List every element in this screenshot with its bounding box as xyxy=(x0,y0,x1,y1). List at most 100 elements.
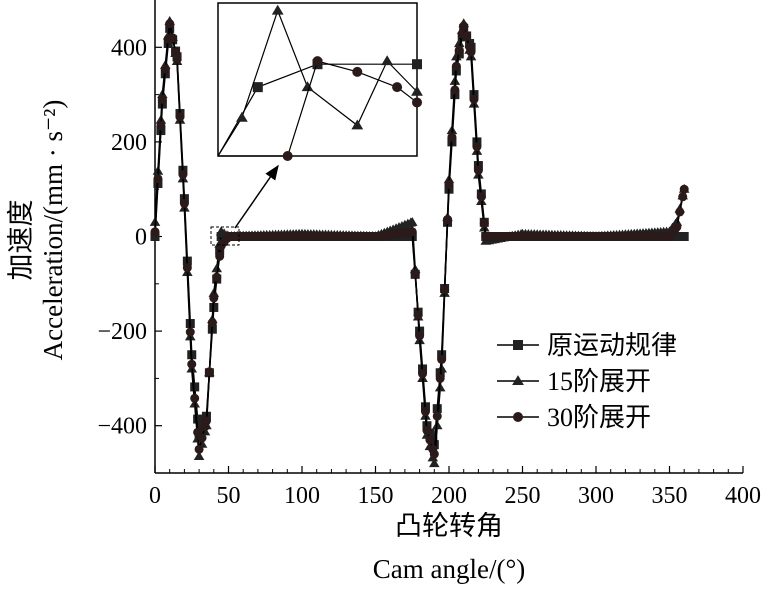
inset-data-point xyxy=(235,111,248,122)
data-point xyxy=(193,451,205,461)
data-point xyxy=(451,51,462,61)
x-tick-label: 400 xyxy=(725,483,761,509)
inset-data-point xyxy=(381,55,394,66)
inset-plot xyxy=(217,4,423,161)
x-tick-label: 250 xyxy=(505,483,541,509)
data-point xyxy=(473,165,483,175)
data-point xyxy=(157,94,167,104)
inset-data-point xyxy=(411,85,423,96)
data-point xyxy=(190,382,200,392)
y-tick-label: 200 xyxy=(111,130,147,156)
data-point xyxy=(160,64,170,74)
data-point xyxy=(156,121,166,131)
inset-data-point xyxy=(392,82,403,93)
x-tick-label: 300 xyxy=(578,483,614,509)
legend: 原运动规律 15阶展开 30阶展开 xyxy=(497,331,677,432)
data-point xyxy=(472,142,482,152)
data-point xyxy=(407,227,417,237)
data-point xyxy=(440,284,450,294)
inset-data-point xyxy=(271,4,284,15)
data-point xyxy=(153,174,163,184)
data-point xyxy=(422,425,432,435)
data-point xyxy=(672,222,682,232)
data-point xyxy=(215,251,225,261)
data-point xyxy=(410,268,420,278)
zoom-arrow xyxy=(234,164,279,229)
data-point xyxy=(469,94,479,104)
y-tick-label: −200 xyxy=(97,319,147,345)
inset-data-point xyxy=(252,82,263,93)
data-point xyxy=(172,54,182,64)
data-point xyxy=(476,192,486,202)
data-point xyxy=(429,458,440,468)
x-tick-label: 350 xyxy=(652,483,688,509)
data-point xyxy=(150,227,160,237)
data-point xyxy=(406,216,418,226)
data-point xyxy=(462,31,472,41)
data-point xyxy=(165,19,175,29)
legend-label: 30阶展开 xyxy=(547,403,651,432)
legend-marker xyxy=(513,412,523,422)
data-point xyxy=(459,21,469,31)
inset-series-circle xyxy=(218,56,422,161)
x-tick-label: 100 xyxy=(284,483,320,509)
data-point xyxy=(420,407,430,417)
legend-label: 原运动规律 xyxy=(547,331,677,360)
data-point xyxy=(454,45,464,55)
x-axis-title-cn: 凸轮转角 xyxy=(395,511,503,541)
x-tick-label: 200 xyxy=(431,483,467,509)
data-point xyxy=(171,47,181,57)
data-point xyxy=(451,61,461,71)
data-point xyxy=(675,207,685,217)
data-point xyxy=(185,327,195,337)
y-axis-title-en: Acceleration/(mm · s⁻²) xyxy=(38,100,68,361)
data-point xyxy=(209,293,219,303)
inset-data-point xyxy=(412,59,422,70)
data-point xyxy=(168,33,178,43)
data-point xyxy=(150,232,160,241)
x-tick-label: 150 xyxy=(358,483,394,509)
data-point xyxy=(193,414,203,424)
data-point xyxy=(190,393,200,403)
data-point xyxy=(444,179,454,189)
y-tick-label: −400 xyxy=(97,414,147,440)
data-point xyxy=(179,198,189,208)
x-tick-label: 0 xyxy=(149,483,161,509)
data-point xyxy=(413,310,423,320)
data-point xyxy=(429,449,439,459)
y-tick-label: 400 xyxy=(111,35,147,61)
data-point xyxy=(466,47,476,57)
inset-frame xyxy=(217,2,418,157)
data-point xyxy=(432,411,442,421)
data-point xyxy=(437,354,447,364)
inset-data-point xyxy=(301,81,314,92)
data-point xyxy=(194,444,204,454)
data-point xyxy=(678,192,688,202)
data-point xyxy=(443,214,453,224)
data-point xyxy=(679,232,689,241)
y-axis-title-cn: 加速度 xyxy=(6,200,36,281)
data-point xyxy=(447,132,457,142)
data-point xyxy=(425,435,435,445)
data-point xyxy=(212,272,222,282)
data-point xyxy=(679,184,689,194)
data-point xyxy=(450,85,460,95)
x-axis-title-en: Cam angle/(°) xyxy=(373,554,526,584)
inset-data-point xyxy=(312,56,323,67)
axes: 0 50 100 150 200 250 300 350 400 −400 −200 0 200 400 xyxy=(97,0,761,509)
legend-label: 15阶展开 xyxy=(547,367,651,396)
inset-data-point xyxy=(351,119,364,130)
data-point xyxy=(204,367,214,377)
data-point xyxy=(479,218,489,228)
inset-data-point xyxy=(412,97,422,108)
data-point xyxy=(187,359,197,369)
data-point xyxy=(211,263,223,273)
data-point xyxy=(207,318,217,328)
data-point xyxy=(178,170,188,180)
data-point xyxy=(435,373,445,383)
data-point xyxy=(453,38,465,48)
data-point xyxy=(197,433,207,443)
zoom-region-box xyxy=(210,226,240,246)
